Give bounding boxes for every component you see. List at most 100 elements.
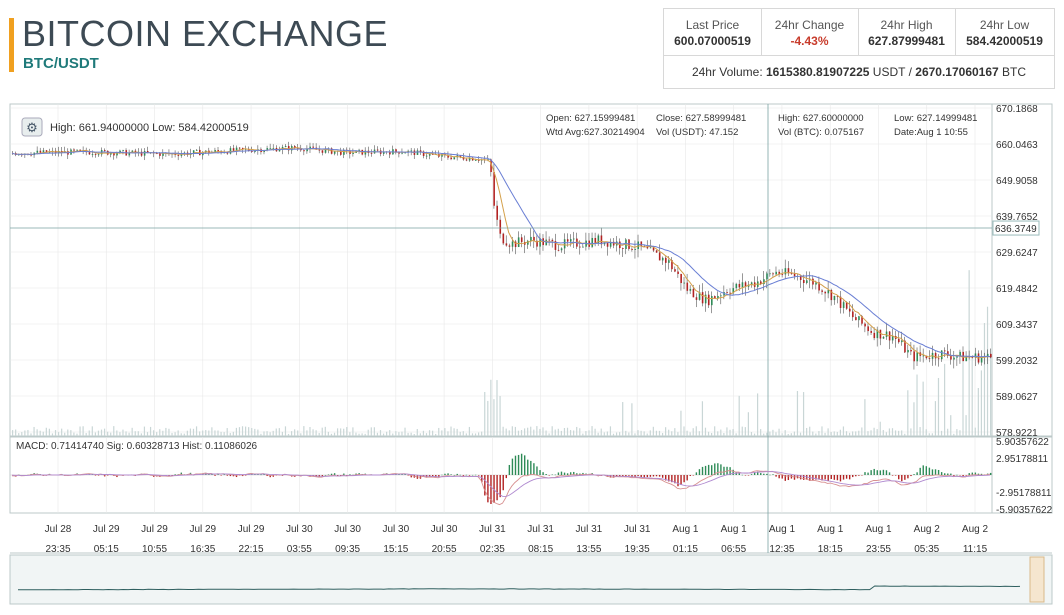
candle-body bbox=[631, 248, 633, 250]
volume-bar bbox=[79, 426, 81, 436]
macd-hist-bar bbox=[990, 472, 992, 475]
candle-body bbox=[916, 352, 919, 362]
macd-hist-bar bbox=[802, 475, 805, 480]
volume-bar bbox=[560, 430, 562, 436]
macd-hist-bar bbox=[505, 475, 507, 479]
candle-body bbox=[830, 290, 833, 301]
stat-value: -4.43% bbox=[790, 34, 829, 48]
candle-body bbox=[487, 159, 489, 161]
volume-bar bbox=[603, 432, 605, 436]
volume-bar bbox=[39, 430, 41, 436]
candle-body bbox=[704, 294, 707, 304]
macd-hist-bar bbox=[738, 473, 741, 475]
macd-hist-bar bbox=[631, 475, 633, 478]
macd-hist-bar bbox=[940, 472, 943, 475]
candle-body bbox=[689, 288, 692, 291]
candle-body bbox=[340, 150, 342, 155]
macd-hist-bar bbox=[235, 475, 238, 478]
macd-hist-bar bbox=[398, 474, 400, 475]
volume-bar bbox=[784, 430, 786, 436]
candle-body bbox=[852, 311, 854, 318]
candle-body bbox=[468, 157, 471, 161]
volume-bar bbox=[238, 427, 241, 436]
navigator-handle[interactable] bbox=[1029, 556, 1045, 603]
volume-bar bbox=[711, 432, 713, 436]
volume-bar bbox=[891, 428, 894, 436]
header: BITCOIN EXCHANGE BTC/USDT Last Price 600… bbox=[0, 0, 1064, 95]
macd-hist-bar bbox=[891, 475, 894, 476]
candle-body bbox=[238, 147, 241, 149]
macd-hist-bar bbox=[254, 474, 256, 476]
accent-bar bbox=[9, 18, 14, 72]
candle-body bbox=[606, 242, 609, 247]
macd-y-tick-label: 5.90357622 bbox=[996, 437, 1049, 448]
volume-bar bbox=[833, 431, 835, 436]
volume-bar bbox=[395, 431, 397, 436]
ohlc-high: High: 627.60000000 bbox=[778, 113, 864, 124]
volume-bar bbox=[12, 430, 14, 436]
volume-bar bbox=[355, 432, 357, 436]
candle-body bbox=[232, 148, 235, 151]
candle-body bbox=[665, 257, 667, 263]
candle-body bbox=[971, 357, 974, 359]
candle-body bbox=[214, 150, 216, 152]
candle-body bbox=[959, 351, 961, 357]
macd-hist-bar bbox=[876, 470, 878, 475]
volume-bar bbox=[441, 430, 443, 436]
macd-hist-bar bbox=[576, 473, 578, 475]
volume-bar bbox=[894, 430, 897, 436]
volume-bar bbox=[704, 427, 707, 436]
volume-bar bbox=[597, 432, 599, 436]
candle-body bbox=[594, 237, 597, 244]
stat-label: 24hr Low bbox=[979, 18, 1030, 32]
macd-hist-bar bbox=[241, 475, 244, 477]
candle-body bbox=[597, 235, 600, 244]
volume-bar bbox=[747, 412, 749, 436]
macd-hist-bar bbox=[885, 470, 888, 475]
price-chart[interactable]: 670.1868 660.0463 649.9058 639.7652 629.6247… bbox=[0, 100, 1064, 610]
volume-bar bbox=[484, 391, 486, 436]
macd-hist-bar bbox=[180, 472, 183, 475]
macd-hist-bar bbox=[928, 467, 931, 475]
volume-bar bbox=[962, 356, 964, 436]
candle-body bbox=[833, 295, 836, 301]
candle-body bbox=[726, 292, 728, 293]
candle-body bbox=[401, 152, 403, 154]
volume-bar bbox=[404, 427, 406, 436]
macd-hist-bar bbox=[579, 473, 581, 475]
macd-hist-bar bbox=[560, 471, 563, 475]
volume-bar bbox=[671, 431, 673, 436]
volume-bar bbox=[569, 429, 572, 436]
candle-body bbox=[508, 245, 511, 247]
candle-body bbox=[671, 260, 673, 270]
candle-body bbox=[441, 154, 443, 157]
volume-bar bbox=[232, 431, 234, 436]
candle-body bbox=[763, 279, 765, 285]
volume-bar bbox=[665, 427, 667, 436]
volume-bar bbox=[821, 426, 823, 436]
volume-bar bbox=[425, 433, 428, 436]
volume-bar bbox=[701, 401, 704, 436]
volume-bar bbox=[297, 430, 299, 436]
macd-hist-bar bbox=[910, 475, 912, 477]
volume-bar bbox=[916, 374, 918, 436]
candle-body bbox=[806, 280, 808, 283]
candle-body bbox=[79, 149, 82, 151]
candle-body bbox=[530, 236, 532, 241]
ohlc-date: Date:Aug 1 10:55 bbox=[894, 127, 968, 138]
volume-bar bbox=[634, 433, 636, 436]
macd-hist-bar bbox=[566, 473, 569, 475]
volume-bar bbox=[315, 430, 317, 436]
macd-hist-bar bbox=[462, 475, 465, 476]
candle-body bbox=[496, 205, 499, 220]
settings-button[interactable] bbox=[21, 117, 43, 137]
macd-hist-bar bbox=[778, 475, 780, 479]
volume-bar bbox=[97, 430, 100, 436]
macd-hist-bar bbox=[281, 475, 284, 476]
macd-hist-bar bbox=[649, 475, 652, 477]
macd-hist-bar bbox=[496, 475, 498, 501]
volume-bar bbox=[493, 399, 495, 436]
volume-bar bbox=[180, 433, 182, 436]
candle-body bbox=[787, 268, 790, 274]
candle-body bbox=[799, 276, 802, 280]
